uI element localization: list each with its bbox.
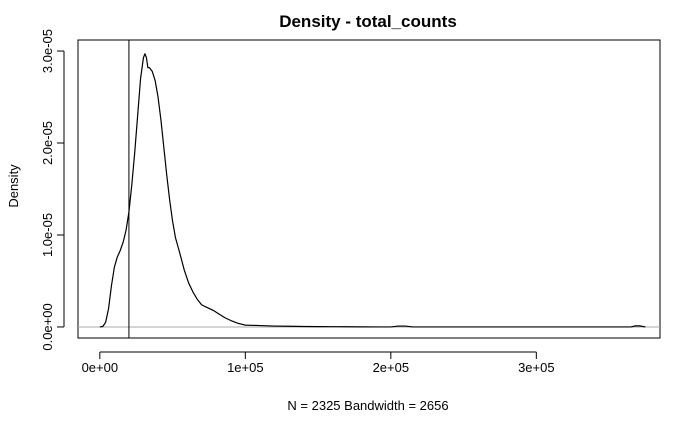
plot-frame bbox=[77, 39, 661, 339]
density-curve-0 bbox=[99, 53, 646, 328]
y-tick-label-3: 3.0e-05 bbox=[40, 29, 55, 73]
x-tick-label-2: 2e+05 bbox=[373, 360, 410, 375]
x-tick-label-3: 3e+05 bbox=[518, 360, 555, 375]
x-tick-label-1: 1e+05 bbox=[227, 360, 264, 375]
y-axis-label: Density bbox=[6, 164, 21, 208]
y-tick-label-2: 2.0e-05 bbox=[40, 121, 55, 165]
chart-title: Density - total_counts bbox=[279, 12, 457, 31]
y-tick-label-0: 0.0e+00 bbox=[40, 303, 55, 350]
x-axis-label: N = 2325 Bandwidth = 2656 bbox=[287, 398, 448, 413]
plot-layer: 0e+00 1e+05 2e+05 3e+05 0.0e+00 1.0e-05 2.0e-0… bbox=[40, 29, 661, 375]
x-tick-label-0: 0e+00 bbox=[82, 360, 119, 375]
y-tick-label-1: 1.0e-05 bbox=[40, 213, 55, 257]
